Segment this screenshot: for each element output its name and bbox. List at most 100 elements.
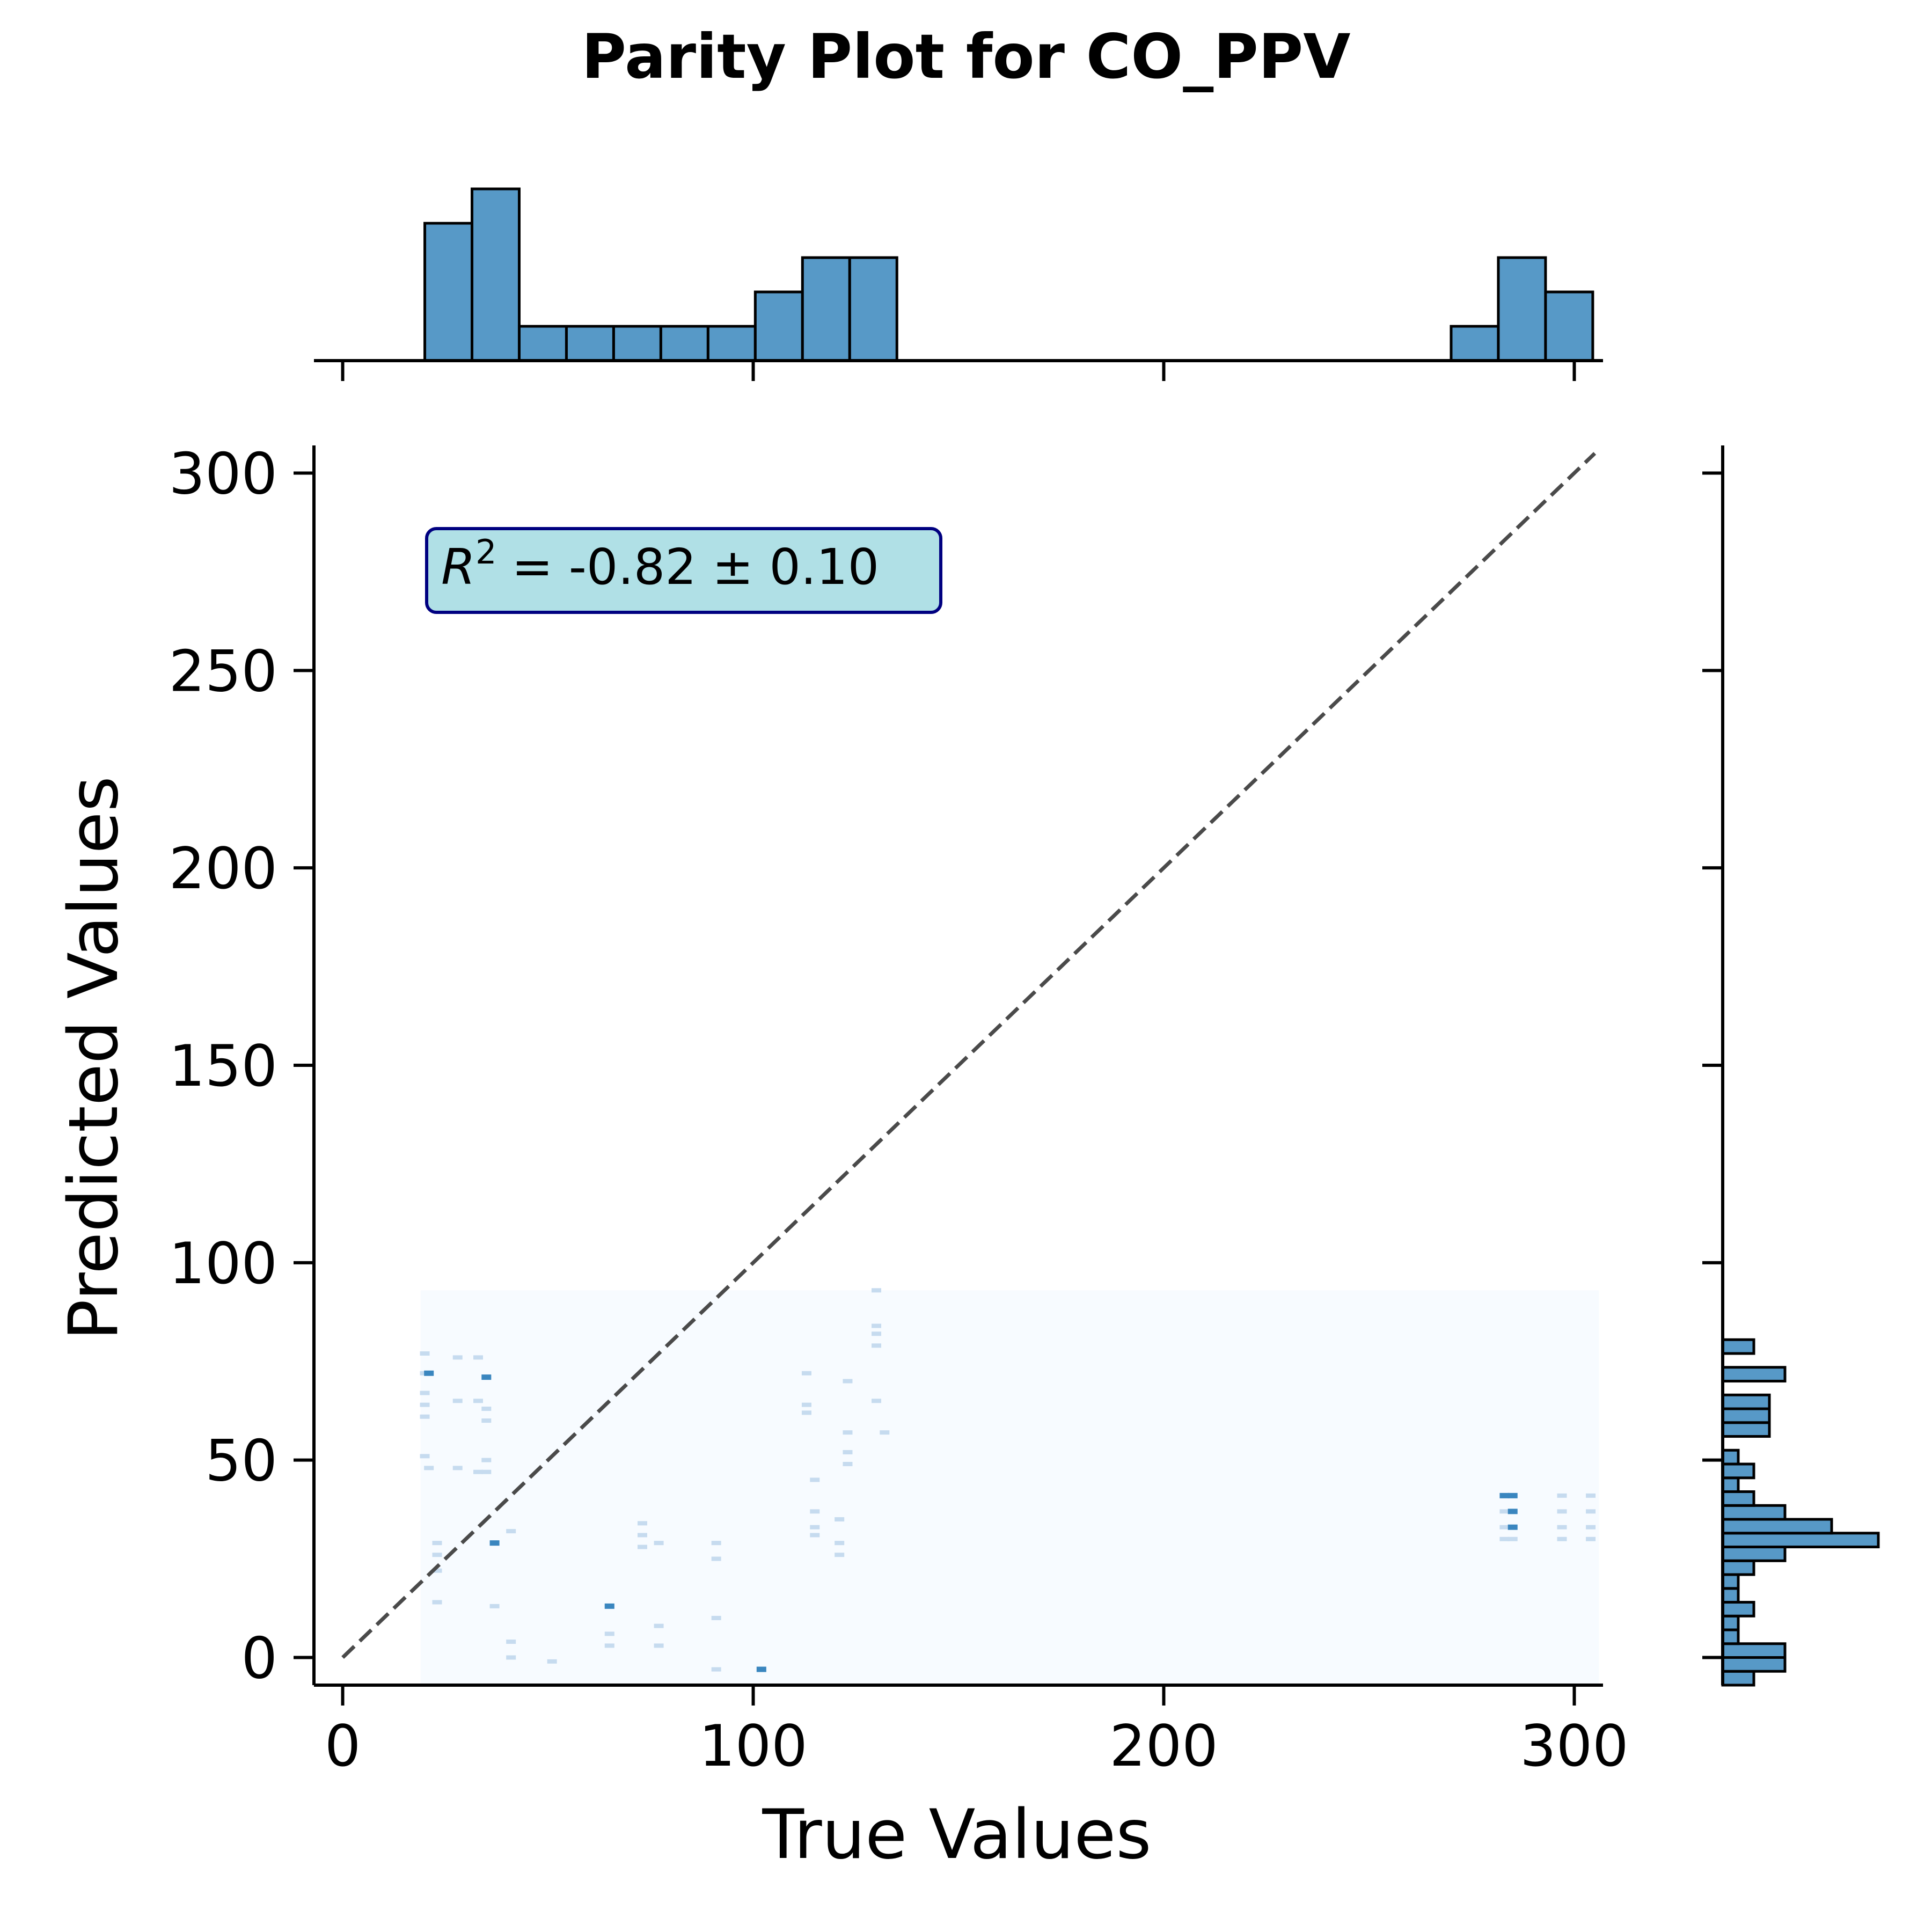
data-point [506,1655,516,1660]
x-histogram-bar [471,187,521,362]
data-point [1557,1509,1567,1514]
x-histogram-bar [1497,256,1547,362]
data-point-dense [424,1370,434,1376]
y-tick-label: 100 [169,1231,277,1297]
y-tick-label: 50 [205,1428,277,1494]
data-point [654,1623,664,1628]
data-point [452,1355,463,1360]
data-point [473,1399,483,1403]
data-point [1557,1536,1567,1541]
r-squared-annotation: R2 = -0.82 ± 0.10 [425,527,942,614]
y-histogram-bar [1721,1656,1787,1673]
y-histogram-bar [1721,1546,1787,1562]
data-point-dense [1499,1492,1510,1498]
y-axis-label: Predicted Values [54,776,133,1340]
data-point [843,1450,853,1454]
data-point [420,1414,430,1419]
data-point [810,1533,820,1538]
data-point [473,1469,483,1474]
y-histogram-bar [1721,1421,1771,1438]
data-point [506,1529,516,1534]
data-point [1586,1536,1596,1541]
density-background [420,1290,1599,1685]
y-tick-label: 150 [169,1033,277,1099]
y-histogram-bar [1721,1628,1740,1645]
data-point [432,1568,442,1573]
data-point-dense [1507,1509,1518,1514]
y-tick-label: 0 [241,1626,277,1692]
y-histogram-bar [1721,1532,1880,1549]
y-histogram-bar [1721,1573,1740,1590]
data-point [547,1659,557,1664]
x-histogram-bar [801,256,851,362]
data-point [1499,1525,1510,1529]
data-point [801,1410,811,1415]
data-point [711,1615,721,1620]
x-histogram-bar [565,325,615,362]
data-point [711,1556,721,1561]
data-point [481,1458,492,1462]
data-point [1586,1509,1596,1514]
data-point-dense [481,1374,492,1380]
data-point [637,1521,647,1526]
plot-area: 0 100 200 300 0 50 100 150 200 250 300 [169,441,1629,1779]
x-tick-label: 300 [1520,1713,1628,1779]
x-histogram-bar [848,256,898,362]
x-histogram-bar [612,325,662,362]
y-histogram-bar [1721,1614,1740,1631]
x-histogram-bar [1450,325,1500,362]
annotation-text-group: R2 = -0.82 ± 0.10 [441,532,879,596]
y-histogram-bar [1721,1448,1740,1466]
parity-line [341,452,1597,1659]
x-histogram-bar [706,325,757,362]
data-point [810,1509,820,1514]
annotation-superscript: 2 [475,532,496,572]
data-point [1499,1536,1510,1541]
data-point [843,1430,853,1435]
data-point [506,1640,516,1644]
data-point [835,1553,845,1557]
data-point [843,1379,853,1384]
x-histogram-bar [1544,290,1594,362]
data-point [1507,1536,1518,1541]
data-point [637,1533,647,1538]
y-histogram-bar [1721,1504,1787,1521]
data-point-dense [489,1540,500,1546]
data-point [872,1288,882,1293]
data-point [424,1466,434,1470]
data-point [1586,1525,1596,1529]
annotation-symbol: R [441,538,475,596]
y-histogram-bar [1721,1366,1787,1383]
data-point-dense [756,1666,766,1672]
data-point [880,1430,890,1435]
y-tick-label: 200 [169,836,277,902]
data-point [654,1541,664,1546]
data-point [654,1643,664,1648]
data-point [604,1631,614,1636]
data-point [481,1418,492,1423]
y-histogram-bar [1721,1476,1740,1494]
x-tick-label: 100 [699,1713,807,1779]
data-point [810,1525,820,1529]
marginal-y-histogram [1702,445,1880,1687]
y-histogram-bar [1721,1407,1771,1424]
data-point [1586,1493,1596,1498]
data-point [637,1545,647,1549]
y-histogram-bar [1721,1587,1740,1604]
data-point [711,1667,721,1672]
data-point [872,1323,882,1328]
x-histogram-bar [753,290,804,362]
data-point [843,1462,853,1467]
y-tick-label: 250 [169,638,277,704]
data-point [872,1331,882,1336]
data-point [432,1541,442,1546]
y-histogram-bar [1721,1490,1755,1507]
data-point [420,1402,430,1407]
x-histogram-bar [423,222,474,362]
y-histogram-bar [1721,1559,1755,1576]
x-histogram-bar [517,325,568,362]
data-point-dense [1507,1524,1518,1530]
data-point [473,1355,483,1360]
data-point [810,1477,820,1482]
data-point-dense [604,1603,614,1609]
